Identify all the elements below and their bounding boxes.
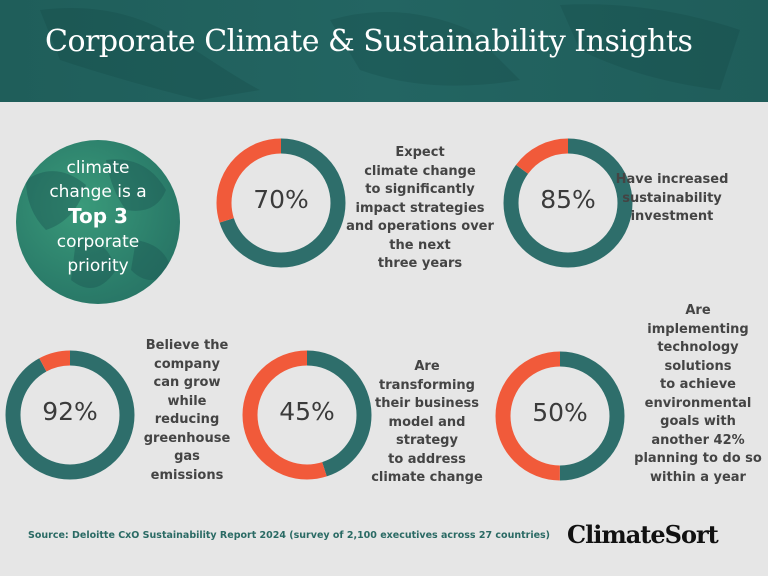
globe-callout: climate change is a Top 3 corporate prio…	[16, 140, 180, 304]
header-banner: Corporate Climate & Sustainability Insig…	[0, 0, 768, 102]
donut-chart-92: 92%	[0, 345, 140, 485]
donut-svg	[503, 138, 633, 268]
donut-chart-85: 85%	[498, 133, 638, 273]
donut-chart-70: 70%	[211, 133, 351, 273]
globe-line: climate	[66, 158, 130, 178]
globe-text: climate change is a Top 3 corporate prio…	[16, 156, 180, 278]
donut-svg	[242, 350, 372, 480]
stat-description: Are implementing technology solutions to…	[634, 303, 762, 485]
page-title: Corporate Climate & Sustainability Insig…	[45, 24, 693, 59]
donut-chart-50: 50%	[490, 346, 630, 486]
percent-label: 50%	[532, 398, 588, 427]
world-map-background	[40, 4, 740, 100]
donut-segment-remainder	[495, 351, 625, 481]
donut-svg	[5, 350, 135, 480]
percent-label: 85%	[540, 185, 596, 214]
globe-line: corporate	[56, 232, 140, 252]
source-note: Source: Deloitte CxO Sustainability Repo…	[28, 530, 551, 541]
donut-svg	[495, 351, 625, 481]
stat-description: Are transforming their business model an…	[371, 359, 483, 485]
stat-description: Have increased sustainability investment	[615, 172, 729, 224]
donut-chart-45: 45%	[237, 345, 377, 485]
globe-line: Top 3	[68, 204, 128, 228]
donut-svg	[216, 138, 346, 268]
stat-description: Expect climate change to significantly i…	[346, 145, 494, 271]
percent-label: 70%	[253, 185, 309, 214]
donut-segment-remainder	[242, 350, 372, 480]
globe-continents	[26, 159, 171, 288]
donut-segment-remainder	[503, 138, 633, 268]
globe-line: change is a	[49, 182, 147, 202]
globe-line: priority	[67, 256, 129, 276]
percent-label: 45%	[279, 397, 335, 426]
stat-description: Believe the company can grow while reduc…	[143, 338, 231, 483]
percent-label: 92%	[42, 397, 98, 426]
donut-segment-remainder	[216, 138, 346, 268]
donut-segment-remainder	[5, 350, 135, 480]
climatesort-logo: ClimateSort	[567, 520, 719, 549]
